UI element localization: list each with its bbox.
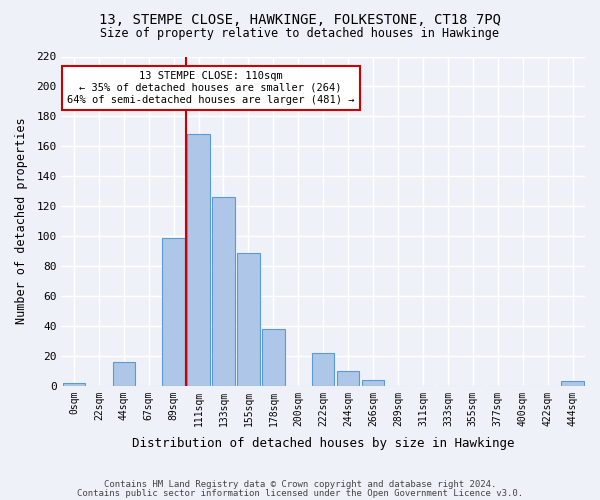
Bar [312, 353, 334, 386]
Bar [212, 197, 235, 386]
Text: 13, STEMPE CLOSE, HAWKINGE, FOLKESTONE, CT18 7PQ: 13, STEMPE CLOSE, HAWKINGE, FOLKESTONE, … [99, 12, 501, 26]
Bar [337, 371, 359, 386]
Text: 13 STEMPE CLOSE: 110sqm
← 35% of detached houses are smaller (264)
64% of semi-d: 13 STEMPE CLOSE: 110sqm ← 35% of detache… [67, 72, 355, 104]
Text: Contains public sector information licensed under the Open Government Licence v3: Contains public sector information licen… [77, 489, 523, 498]
Text: Size of property relative to detached houses in Hawkinge: Size of property relative to detached ho… [101, 28, 499, 40]
Bar [262, 329, 284, 386]
Bar [113, 362, 135, 386]
Bar [362, 380, 385, 386]
Bar [237, 252, 260, 386]
Bar [562, 382, 584, 386]
Bar [187, 134, 210, 386]
Y-axis label: Number of detached properties: Number of detached properties [15, 118, 28, 324]
X-axis label: Distribution of detached houses by size in Hawkinge: Distribution of detached houses by size … [132, 437, 514, 450]
Bar [62, 383, 85, 386]
Text: Contains HM Land Registry data © Crown copyright and database right 2024.: Contains HM Land Registry data © Crown c… [104, 480, 496, 489]
Bar [163, 238, 185, 386]
